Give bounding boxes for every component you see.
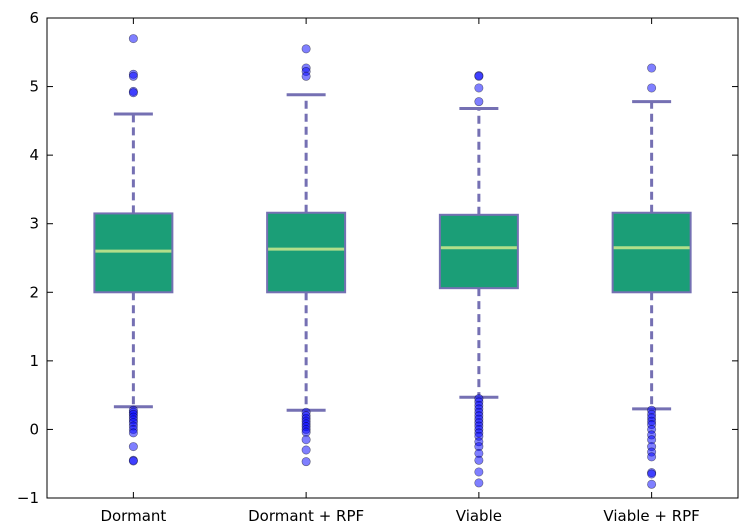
outlier-point	[647, 479, 657, 489]
outlier-point	[128, 88, 138, 98]
y-tick-label: 1	[29, 352, 39, 370]
y-tick-label: 0	[29, 420, 39, 438]
outlier-point	[301, 427, 311, 437]
x-axis: Dormant Dormant + RPF Viable Viable + RPF	[100, 18, 700, 525]
box	[611, 211, 692, 294]
outlier-point	[474, 467, 484, 477]
outlier-point	[128, 456, 138, 466]
outlier-point	[474, 83, 484, 93]
y-tick-label: 6	[29, 9, 39, 27]
x-tick-label: Dormant	[100, 507, 166, 525]
x-tick-label: Viable + RPF	[603, 507, 699, 525]
box-group	[438, 71, 519, 488]
box	[93, 212, 174, 294]
outlier-point	[301, 44, 311, 54]
box	[438, 213, 519, 290]
outlier-point	[301, 457, 311, 467]
outlier-point	[474, 478, 484, 488]
x-tick-label: Viable	[456, 507, 502, 525]
y-tick-label: 3	[29, 215, 39, 233]
outlier-point	[647, 452, 657, 462]
y-tick-label: −1	[17, 489, 39, 507]
box-group	[93, 34, 174, 466]
box-group	[266, 44, 347, 467]
y-tick-label: 2	[29, 283, 39, 301]
boxes-layer	[93, 34, 692, 489]
outlier-point	[301, 71, 311, 81]
outlier-point	[474, 71, 484, 81]
y-axis: −1 0 1 2 3 4 5 6	[17, 9, 738, 507]
x-tick-label: Dormant + RPF	[248, 507, 364, 525]
outlier-point	[647, 63, 657, 73]
outlier-point	[647, 83, 657, 93]
outlier-point	[128, 71, 138, 81]
y-tick-label: 4	[29, 146, 39, 164]
box	[266, 211, 347, 294]
outlier-point	[128, 442, 138, 452]
outlier-point	[128, 34, 138, 44]
outlier-point	[474, 455, 484, 465]
outlier-point	[474, 97, 484, 107]
outlier-point	[647, 469, 657, 479]
box-group	[611, 63, 692, 489]
outlier-point	[301, 435, 311, 445]
outlier-point	[301, 445, 311, 455]
y-tick-label: 5	[29, 78, 39, 96]
outlier-point	[128, 428, 138, 438]
